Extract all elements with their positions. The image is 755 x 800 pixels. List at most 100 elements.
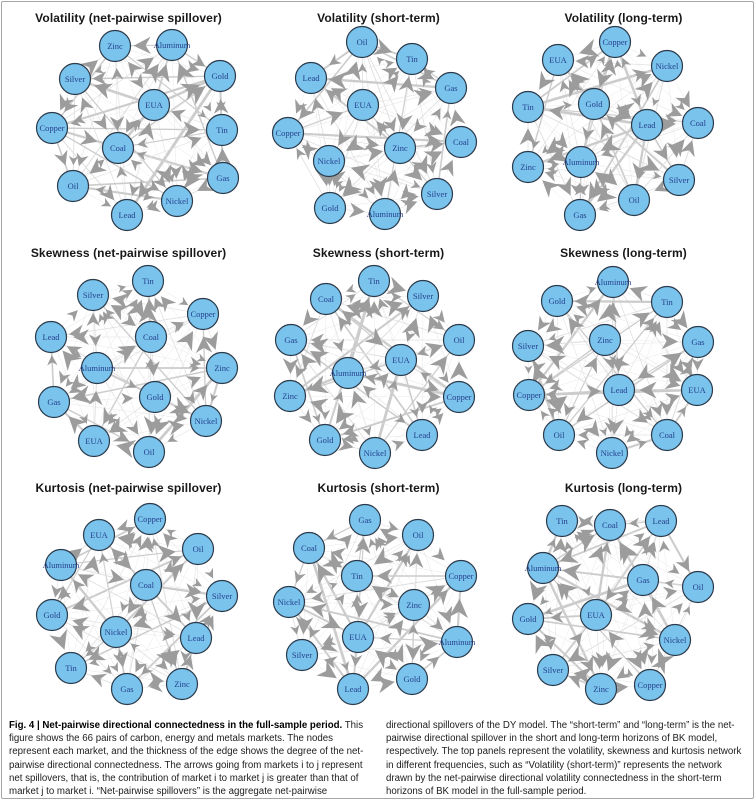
arrowhead bbox=[174, 405, 190, 419]
arrowhead bbox=[581, 515, 594, 527]
arrowhead bbox=[308, 375, 330, 394]
market-node bbox=[681, 570, 715, 604]
panel-title: Volatility (net-pairwise spillover) bbox=[35, 11, 222, 25]
arrowhead bbox=[80, 60, 99, 77]
arrowhead bbox=[88, 390, 103, 406]
arrowhead bbox=[401, 317, 420, 339]
arrowhead bbox=[59, 370, 71, 384]
network-svg: Gas Oil Coal Tin Copper Nickel Zinc EUA Aluminum… bbox=[272, 503, 478, 706]
arrowhead bbox=[362, 425, 372, 436]
market-node-label: Gas bbox=[444, 83, 457, 93]
arrowhead bbox=[519, 128, 537, 145]
edge-line bbox=[98, 295, 144, 427]
arrowhead bbox=[189, 594, 201, 605]
edge-line bbox=[66, 79, 206, 125]
market-node-label: Copper bbox=[516, 390, 541, 400]
caption-left-column: Fig. 4 | Net-pairwise directional connec… bbox=[9, 719, 370, 798]
arrowhead bbox=[100, 197, 112, 207]
arrowhead bbox=[661, 352, 682, 371]
arrowhead bbox=[72, 595, 91, 612]
arrowhead bbox=[129, 73, 143, 89]
market-node-label: Gas bbox=[573, 210, 586, 220]
arrowhead bbox=[147, 671, 165, 687]
edge-line bbox=[543, 589, 683, 617]
arrowhead bbox=[563, 402, 576, 417]
market-node bbox=[181, 532, 215, 566]
market-node bbox=[542, 418, 576, 452]
arrowhead bbox=[600, 133, 622, 151]
market-node bbox=[545, 504, 579, 538]
edge-line bbox=[325, 83, 447, 137]
arrowhead bbox=[584, 298, 601, 317]
arrowhead bbox=[135, 658, 147, 673]
arrowhead bbox=[80, 97, 94, 114]
arrowhead bbox=[102, 664, 112, 674]
arrowhead bbox=[184, 159, 203, 176]
edge-line bbox=[304, 602, 399, 605]
arrowhead bbox=[189, 363, 200, 373]
market-node-label: Coal bbox=[453, 137, 470, 147]
arrowhead bbox=[332, 338, 345, 352]
arrowhead bbox=[606, 650, 623, 671]
arrowhead bbox=[346, 283, 357, 293]
arrowhead bbox=[213, 99, 229, 114]
market-node-label: Gold bbox=[44, 610, 62, 620]
market-node-label: Oil bbox=[693, 582, 705, 592]
arrowhead bbox=[599, 542, 612, 556]
arrowhead bbox=[631, 408, 648, 423]
market-node-label: Gas bbox=[284, 335, 297, 345]
arrowhead bbox=[665, 579, 675, 589]
arrowhead bbox=[631, 312, 650, 329]
arrowhead bbox=[409, 406, 420, 418]
market-node-label: Lead bbox=[653, 516, 671, 526]
arrowhead bbox=[431, 408, 442, 418]
arrowhead bbox=[197, 177, 214, 191]
market-node bbox=[189, 404, 223, 438]
edge-line bbox=[358, 549, 413, 675]
arrowhead bbox=[78, 574, 95, 588]
market-node bbox=[272, 585, 306, 619]
arrowhead bbox=[639, 154, 660, 171]
arrowhead bbox=[371, 585, 392, 603]
market-node-label: Nickel bbox=[318, 156, 341, 166]
network-svg: Copper EUA Oil Aluminum Coal Silver Gold Nickel… bbox=[35, 502, 239, 706]
arrowhead bbox=[575, 55, 590, 69]
market-node-label: Zinc bbox=[597, 335, 613, 345]
arrowhead bbox=[386, 276, 406, 295]
edge-line bbox=[617, 296, 663, 421]
arrowhead bbox=[546, 387, 559, 401]
market-node-label: Zinc bbox=[174, 679, 190, 689]
market-node-label: Nickel bbox=[664, 635, 687, 645]
arrowhead bbox=[89, 333, 102, 347]
market-node bbox=[336, 672, 370, 706]
market-node-label: Silver bbox=[427, 189, 447, 199]
edge-line bbox=[548, 581, 596, 676]
arrowhead bbox=[128, 61, 143, 78]
arrowhead bbox=[85, 640, 97, 652]
arrowhead bbox=[407, 624, 419, 635]
arrowhead bbox=[98, 313, 107, 324]
arrowhead bbox=[110, 420, 120, 430]
arrowhead bbox=[376, 121, 387, 132]
market-node bbox=[358, 436, 392, 470]
market-node bbox=[165, 667, 199, 701]
arrowhead bbox=[156, 544, 176, 563]
arrowhead bbox=[57, 585, 72, 601]
market-node bbox=[442, 323, 476, 357]
market-node-label: Coal bbox=[659, 430, 676, 440]
edge-line bbox=[183, 564, 197, 669]
market-node bbox=[44, 548, 78, 582]
arrowhead bbox=[154, 657, 168, 670]
arrowhead bbox=[574, 184, 587, 196]
market-node-label: Tin bbox=[351, 571, 363, 581]
arrowhead bbox=[338, 416, 354, 430]
arrowhead bbox=[173, 563, 184, 574]
arrowhead bbox=[341, 310, 360, 327]
arrowhead bbox=[112, 550, 132, 570]
market-node-label: Copper bbox=[275, 128, 300, 138]
network-panel: Tin Silver Copper Lead Coal Zinc Aluminum Gas Go… bbox=[5, 243, 252, 475]
arrowhead bbox=[342, 422, 360, 437]
arrowhead bbox=[72, 625, 91, 641]
edge-line bbox=[94, 383, 97, 426]
arrowhead bbox=[567, 645, 588, 662]
